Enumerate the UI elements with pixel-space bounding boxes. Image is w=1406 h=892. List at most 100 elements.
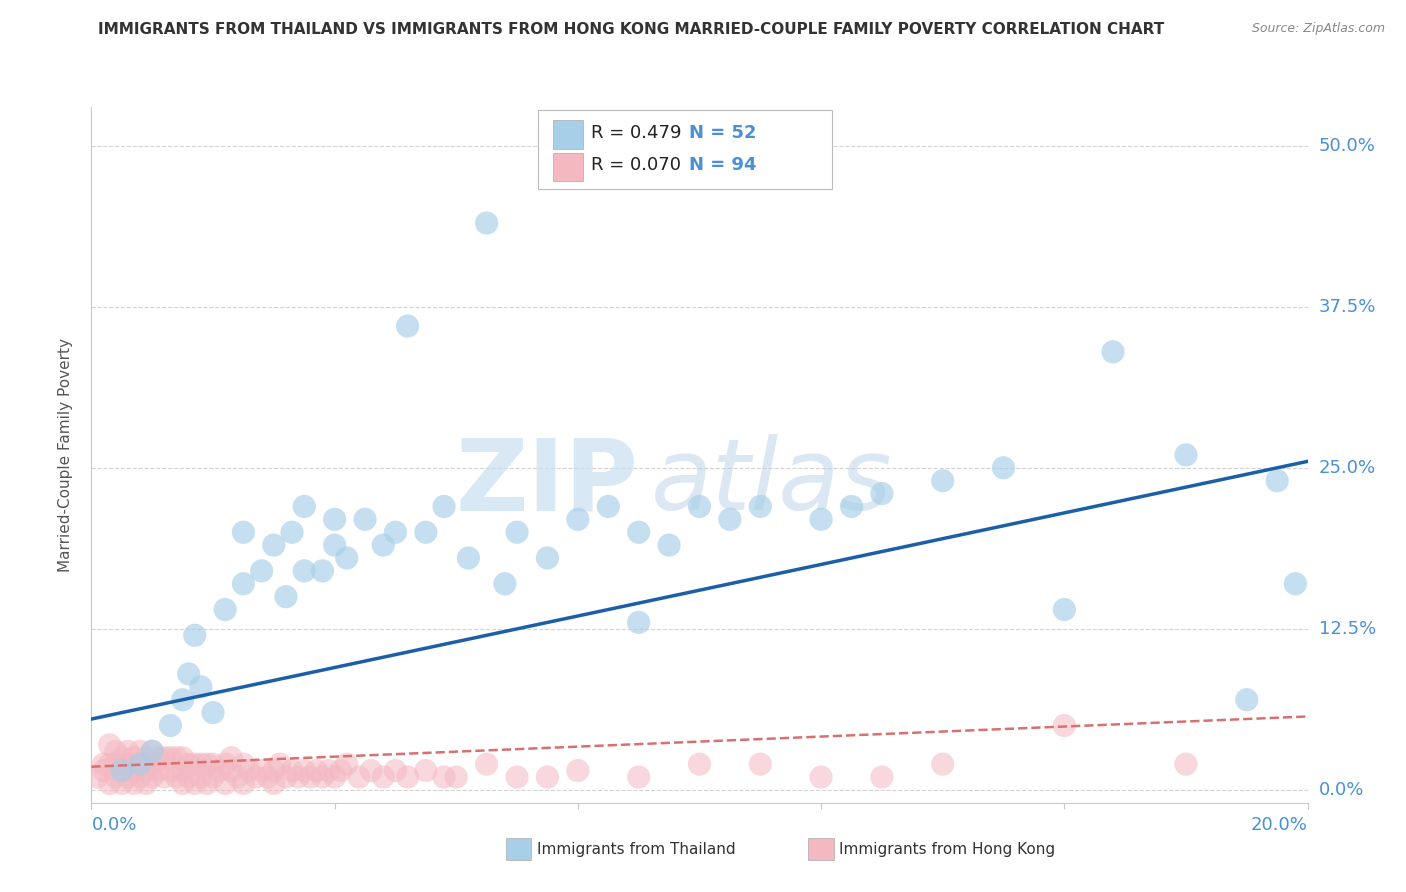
Point — [111, 764, 134, 778]
Point — [627, 525, 650, 540]
Point — [129, 757, 152, 772]
Point — [214, 602, 236, 616]
Point — [506, 525, 529, 540]
Point — [141, 744, 163, 758]
Point — [117, 770, 139, 784]
Point — [135, 764, 157, 778]
Point — [214, 757, 236, 772]
Point — [202, 757, 225, 772]
Point — [263, 776, 285, 790]
Point — [457, 551, 479, 566]
Y-axis label: Married-Couple Family Poverty: Married-Couple Family Poverty — [58, 338, 73, 572]
Point — [536, 551, 558, 566]
Point — [1174, 757, 1197, 772]
Point — [190, 680, 212, 694]
Point — [122, 776, 145, 790]
Point — [311, 770, 333, 784]
Point — [311, 564, 333, 578]
Point — [299, 770, 322, 784]
Point — [354, 512, 377, 526]
Point — [336, 757, 359, 772]
Point — [1265, 474, 1288, 488]
Point — [166, 750, 188, 764]
Point — [281, 764, 304, 778]
Point — [870, 486, 893, 500]
Point — [373, 538, 395, 552]
Point — [177, 757, 200, 772]
Point — [841, 500, 863, 514]
Text: 20.0%: 20.0% — [1251, 816, 1308, 834]
Point — [415, 525, 437, 540]
Point — [475, 757, 498, 772]
Text: 50.0%: 50.0% — [1319, 136, 1375, 154]
Point — [190, 757, 212, 772]
Point — [274, 590, 297, 604]
Point — [117, 757, 139, 772]
Point — [323, 512, 346, 526]
Point — [172, 764, 194, 778]
Point — [111, 764, 134, 778]
Text: atlas: atlas — [651, 434, 893, 532]
Point — [232, 525, 254, 540]
Point — [98, 776, 121, 790]
Point — [494, 576, 516, 591]
Point — [931, 757, 953, 772]
Text: Immigrants from Thailand: Immigrants from Thailand — [537, 842, 735, 856]
Point — [360, 764, 382, 778]
Text: 0.0%: 0.0% — [91, 816, 136, 834]
Point — [263, 538, 285, 552]
Point — [281, 525, 304, 540]
Point — [718, 512, 741, 526]
Point — [184, 757, 207, 772]
Point — [627, 615, 650, 630]
Point — [506, 770, 529, 784]
Point — [627, 770, 650, 784]
Point — [749, 500, 772, 514]
Point — [598, 500, 620, 514]
Point — [250, 564, 273, 578]
Point — [104, 744, 127, 758]
Point — [104, 757, 127, 772]
Text: ZIP: ZIP — [456, 434, 638, 532]
Point — [93, 764, 115, 778]
Point — [1053, 602, 1076, 616]
Point — [396, 319, 419, 334]
Point — [177, 770, 200, 784]
Point — [141, 770, 163, 784]
Point — [159, 750, 181, 764]
Point — [475, 216, 498, 230]
Point — [129, 744, 152, 758]
Point — [159, 718, 181, 732]
Point — [810, 770, 832, 784]
Point — [292, 564, 315, 578]
Text: R = 0.479: R = 0.479 — [591, 124, 681, 142]
Point — [122, 764, 145, 778]
Point — [117, 744, 139, 758]
Point — [993, 460, 1015, 475]
Text: 25.0%: 25.0% — [1319, 458, 1376, 477]
Point — [141, 744, 163, 758]
Point — [98, 757, 121, 772]
Point — [219, 750, 242, 764]
Point — [373, 770, 395, 784]
Point — [396, 770, 419, 784]
Point — [208, 764, 231, 778]
Point — [202, 706, 225, 720]
Point — [195, 776, 218, 790]
Point — [931, 474, 953, 488]
Text: IMMIGRANTS FROM THAILAND VS IMMIGRANTS FROM HONG KONG MARRIED-COUPLE FAMILY POVE: IMMIGRANTS FROM THAILAND VS IMMIGRANTS F… — [98, 22, 1164, 37]
Point — [129, 757, 152, 772]
Point — [86, 770, 108, 784]
Point — [250, 764, 273, 778]
Point — [292, 764, 315, 778]
Point — [195, 757, 218, 772]
Point — [141, 757, 163, 772]
Point — [172, 776, 194, 790]
Point — [336, 551, 359, 566]
Point — [384, 525, 406, 540]
Text: Immigrants from Hong Kong: Immigrants from Hong Kong — [839, 842, 1056, 856]
Point — [1284, 576, 1306, 591]
Point — [232, 776, 254, 790]
Point — [658, 538, 681, 552]
Point — [111, 750, 134, 764]
